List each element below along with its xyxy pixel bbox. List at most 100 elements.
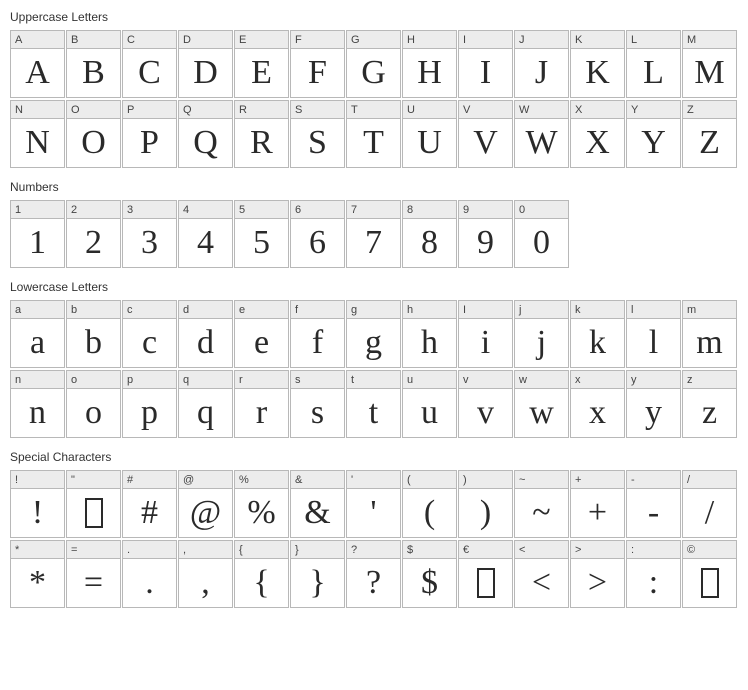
glyph-cell-label: a: [11, 301, 64, 319]
glyph-cell: PP: [122, 100, 177, 168]
glyph-cell-label: 7: [347, 201, 400, 219]
glyph-cell: XX: [570, 100, 625, 168]
glyph-cell-glyph: [67, 489, 120, 537]
numbers-title: Numbers: [10, 180, 738, 194]
glyph-cell-glyph: Z: [683, 119, 736, 167]
glyph-cell: %%: [234, 470, 289, 538]
glyph-cell-label: o: [67, 371, 120, 389]
glyph-cell-glyph: L: [627, 49, 680, 97]
glyph-cell: $$: [402, 540, 457, 608]
glyph-cell: 77: [346, 200, 401, 268]
glyph-cell: Ii: [458, 300, 513, 368]
glyph-cell-glyph: N: [11, 119, 64, 167]
glyph-cell: FF: [290, 30, 345, 98]
glyph-cell-glyph: ,: [179, 559, 232, 607]
glyph-cell: KK: [570, 30, 625, 98]
glyph-cell-glyph: m: [683, 319, 736, 367]
glyph-cell-glyph: k: [571, 319, 624, 367]
glyph-cell-glyph: x: [571, 389, 624, 437]
glyph-cell-label: ,: [179, 541, 232, 559]
glyph-cell: ~~: [514, 470, 569, 538]
glyph-cell-glyph: S: [291, 119, 344, 167]
glyph-cell: '': [346, 470, 401, 538]
uppercase-title: Uppercase Letters: [10, 10, 738, 24]
glyph-cell-glyph: X: [571, 119, 624, 167]
glyph-cell-label: *: [11, 541, 64, 559]
glyph-cell: ZZ: [682, 100, 737, 168]
glyph-cell: ::: [626, 540, 681, 608]
glyph-cell-glyph: E: [235, 49, 288, 97]
glyph-cell: rr: [234, 370, 289, 438]
missing-glyph-icon: [85, 498, 103, 528]
glyph-cell-glyph: :: [627, 559, 680, 607]
glyph-cell-label: (: [403, 471, 456, 489]
glyph-cell: ++: [570, 470, 625, 538]
glyph-cell-glyph: 8: [403, 219, 456, 267]
glyph-cell-glyph: w: [515, 389, 568, 437]
glyph-cell: ll: [626, 300, 681, 368]
glyph-cell: ": [66, 470, 121, 538]
glyph-cell-label: 0: [515, 201, 568, 219]
lowercase-title: Lowercase Letters: [10, 280, 738, 294]
glyph-cell: ©: [682, 540, 737, 608]
glyph-cell: }}: [290, 540, 345, 608]
glyph-cell: 88: [402, 200, 457, 268]
glyph-cell: )): [458, 470, 513, 538]
glyph-cell-glyph: >: [571, 559, 624, 607]
glyph-cell-label: k: [571, 301, 624, 319]
glyph-cell-label: 4: [179, 201, 232, 219]
glyph-cell-glyph: G: [347, 49, 400, 97]
glyph-cell-glyph: +: [571, 489, 624, 537]
glyph-cell-glyph: n: [11, 389, 64, 437]
glyph-cell: 11: [10, 200, 65, 268]
glyph-cell: JJ: [514, 30, 569, 98]
glyph-cell-label: U: [403, 101, 456, 119]
glyph-cell-glyph: p: [123, 389, 176, 437]
glyph-cell-label: ?: [347, 541, 400, 559]
glyph-cell-glyph: B: [67, 49, 120, 97]
glyph-cell-glyph: K: [571, 49, 624, 97]
glyph-cell: 33: [122, 200, 177, 268]
glyph-cell: //: [682, 470, 737, 538]
glyph-cell-glyph: <: [515, 559, 568, 607]
glyph-cell-label: z: [683, 371, 736, 389]
glyph-cell: 22: [66, 200, 121, 268]
glyph-cell-glyph: Y: [627, 119, 680, 167]
glyph-cell-glyph: y: [627, 389, 680, 437]
glyph-cell-label: ~: [515, 471, 568, 489]
glyph-cell: II: [458, 30, 513, 98]
glyph-cell-label: f: [291, 301, 344, 319]
glyph-cell-glyph: I: [459, 49, 512, 97]
glyph-cell-glyph: s: [291, 389, 344, 437]
glyph-cell: &&: [290, 470, 345, 538]
glyph-cell-glyph: z: [683, 389, 736, 437]
glyph-cell: pp: [122, 370, 177, 438]
numbers-row: 11223344556677889900: [10, 200, 738, 268]
glyph-cell: BB: [66, 30, 121, 98]
glyph-cell: kk: [570, 300, 625, 368]
glyph-cell-label: ": [67, 471, 120, 489]
glyph-cell: uu: [402, 370, 457, 438]
glyph-cell-label: n: [11, 371, 64, 389]
glyph-cell: UU: [402, 100, 457, 168]
glyph-cell-glyph: &: [291, 489, 344, 537]
glyph-cell-glyph: v: [459, 389, 512, 437]
glyph-cell-label: c: [123, 301, 176, 319]
glyph-cell-glyph: {: [235, 559, 288, 607]
glyph-cell-glyph: .: [123, 559, 176, 607]
glyph-cell: ??: [346, 540, 401, 608]
glyph-cell: nn: [10, 370, 65, 438]
glyph-cell: OO: [66, 100, 121, 168]
glyph-cell-glyph: }: [291, 559, 344, 607]
glyph-cell: ww: [514, 370, 569, 438]
glyph-cell-glyph: u: [403, 389, 456, 437]
glyph-cell-glyph: /: [683, 489, 736, 537]
glyph-cell-label: <: [515, 541, 568, 559]
glyph-cell-label: H: [403, 31, 456, 49]
glyph-cell: ..: [122, 540, 177, 608]
glyph-cell-label: B: [67, 31, 120, 49]
uppercase-row: NNOOPPQQRRSSTTUUVVWWXXYYZZ: [10, 100, 738, 168]
glyph-cell: QQ: [178, 100, 233, 168]
glyph-cell-label: u: [403, 371, 456, 389]
glyph-cell: tt: [346, 370, 401, 438]
